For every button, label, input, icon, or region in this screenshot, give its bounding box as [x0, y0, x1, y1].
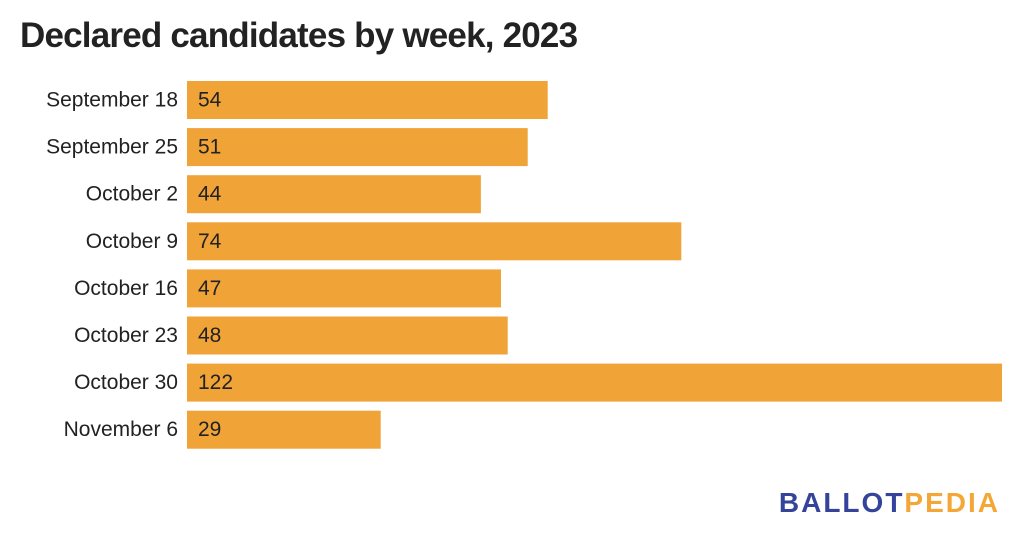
category-label: September 18 — [46, 89, 178, 112]
bar — [187, 175, 481, 214]
value-label: 54 — [198, 89, 222, 112]
category-label: September 25 — [46, 136, 178, 159]
value-label: 48 — [198, 324, 221, 347]
category-label: October 23 — [74, 324, 178, 347]
category-label: November 6 — [64, 418, 178, 441]
logo-text-pedia: PEDIA — [904, 487, 1000, 518]
category-label: October 2 — [86, 183, 178, 206]
bar — [187, 269, 501, 308]
value-label: 122 — [198, 371, 233, 394]
value-label: 51 — [198, 136, 221, 159]
category-label: October 9 — [86, 230, 178, 253]
ballotpedia-logo: BALLOTPEDIA — [779, 487, 1000, 519]
chart-title: Declared candidates by week, 2023 — [20, 16, 578, 55]
bar — [187, 128, 528, 167]
bar — [187, 316, 508, 355]
bar — [187, 410, 381, 449]
bar — [187, 81, 548, 119]
value-label: 47 — [198, 277, 221, 300]
value-label: 29 — [198, 418, 221, 441]
value-label: 74 — [198, 230, 222, 253]
bar — [187, 222, 682, 261]
bar — [187, 363, 1002, 402]
value-label: 44 — [198, 183, 222, 206]
category-label: October 16 — [74, 277, 178, 300]
category-label: October 30 — [74, 371, 178, 394]
bar-chart: September 18 54 September 25 51 October 2 44 O… — [46, 81, 1002, 449]
logo-text-ballot: BALLOT — [778, 487, 905, 518]
